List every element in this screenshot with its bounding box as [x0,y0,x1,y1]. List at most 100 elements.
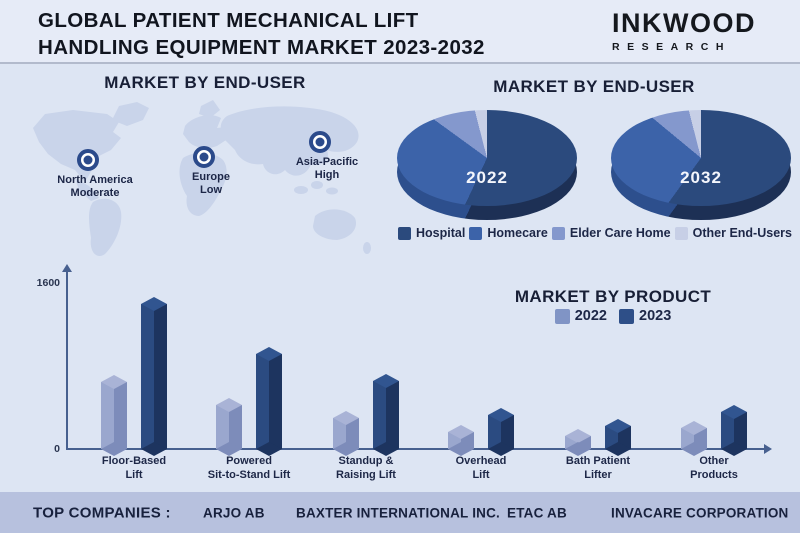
bar-face-bottom [216,442,242,456]
region-name: North America [57,174,133,186]
x-axis-arrow [764,444,772,454]
bar-face-right [501,415,514,449]
bar-face-left [101,382,114,449]
bar-face-top [333,411,359,425]
bar-2022-0 [101,375,127,456]
page-title-line2: HANDLING EQUIPMENT MARKET 2023-2032 [38,36,485,60]
bar-face-bottom [101,442,127,456]
bar-2022-1 [216,398,242,456]
bar-face-top [373,374,399,388]
bar-face-left [333,418,346,449]
pie-chart-face: 2032 [611,110,791,206]
bar-face-top [216,398,242,412]
map-marker-label: North America Moderate [30,174,160,200]
bar-face-bottom [256,442,282,456]
bar-face-bottom [681,442,707,456]
category-label-line: Lifter [584,468,612,481]
bar-2023-1 [256,347,282,456]
pie-year-label: 2032 [680,167,722,187]
bar-face-left [256,354,269,449]
category-label: Standup & Raising Lift [306,455,426,483]
category-label: Floor-Based Lift [74,455,194,483]
pie-chart: 2032 [611,110,791,220]
y-axis [66,272,68,450]
pie-chart: 2022 [397,110,577,220]
brand-name: INKWOOD [612,8,756,38]
legend-item: Homecare [469,226,548,240]
legend-item: 2022 [554,308,607,324]
bar-face-top [101,375,127,389]
product-chart-heading: MARKET BY PRODUCT [514,287,712,306]
region-level: Moderate [70,186,120,199]
top-companies-label: TOP COMPANIES : [33,504,171,521]
legend-swatch [551,226,565,240]
category-label-line: Lift [125,468,143,481]
bar-face-bottom [721,442,747,456]
bar-2023-0 [141,297,167,456]
legend-label: 2022 [574,308,607,324]
bar-face-bottom [333,442,359,456]
category-label-line: Powered [226,455,272,467]
legend-swatch [398,226,411,240]
x-axis [66,448,766,450]
legend-label: 2023 [639,308,672,324]
category-label: Powered Sit-to-Stand Lift [189,455,309,483]
category-label-line: Sit-to-Stand Lift [207,468,291,481]
bar-face-top [721,405,747,419]
bar-face-top [605,419,631,433]
brand-logo: INKWOOD RESEARCH [612,8,790,54]
bar-face-top [681,421,707,435]
bar-face-bottom [448,442,474,456]
legend-swatch [554,308,570,324]
bar-face-bottom [141,442,167,456]
bar-2022-5 [681,421,707,456]
page-title: GLOBAL PATIENT MECHANICAL LIFT HANDLING … [38,7,485,61]
y-tick-label: 0 [54,443,60,455]
bar-face-top [565,429,591,443]
legend-item: Other End-Users [674,226,792,240]
y-axis-arrow [62,264,72,272]
brand-subtitle: RESEARCH [612,41,731,53]
category-label-line: Products [690,468,738,481]
map-marker-label: Europe Low [146,171,276,197]
bar-face-top [256,347,282,361]
region-name: Asia-Pacific [295,156,359,168]
region-name: Europe [192,171,230,183]
bar-face-left [373,381,386,449]
map-section-heading: MARKET BY END-USER [104,73,306,92]
legend-item: Hospital [398,226,465,240]
bar-face-top [488,408,514,422]
category-label-line: Other [699,455,729,467]
bar-face-left [488,415,501,449]
bar-face-bottom [488,442,514,456]
category-label: Bath Patient Lifter [538,455,658,483]
category-label-line: Bath Patient [565,455,631,467]
legend-label: Elder Care Home [569,226,671,240]
pie-legend: Hospital Homecare Elder Care Home Other End… [398,226,792,240]
company-name: ARJO AB [203,505,265,520]
category-label: Other Products [654,455,774,483]
bar-face-bottom [373,442,399,456]
bar-face-left [721,412,734,449]
bar-face-left [605,426,618,449]
bar-face-right [618,426,631,449]
legend-swatch [619,308,634,324]
company-name: ETAC AB [507,505,567,520]
page-title-line1: GLOBAL PATIENT MECHANICAL LIFT [38,9,419,32]
bar-face-bottom [605,442,631,456]
bar-2023-4 [605,419,631,456]
bar-face-right [154,304,167,449]
legend-item: 2023 [619,308,671,324]
bar-face-right [734,412,747,449]
bar-2022-3 [448,425,474,456]
footer-bar: TOP COMPANIES : ARJO AB BAXTER INTERNATIO… [0,492,800,533]
map-marker-asia-pacific [309,131,331,153]
legend-swatch [674,226,688,240]
bar-2022-4 [565,429,591,456]
world-map [33,100,371,257]
y-tick-label: 1600 [36,277,60,289]
legend-label: Homecare [487,226,548,240]
map-marker-dot [199,152,209,162]
bar-face-left [216,405,229,449]
